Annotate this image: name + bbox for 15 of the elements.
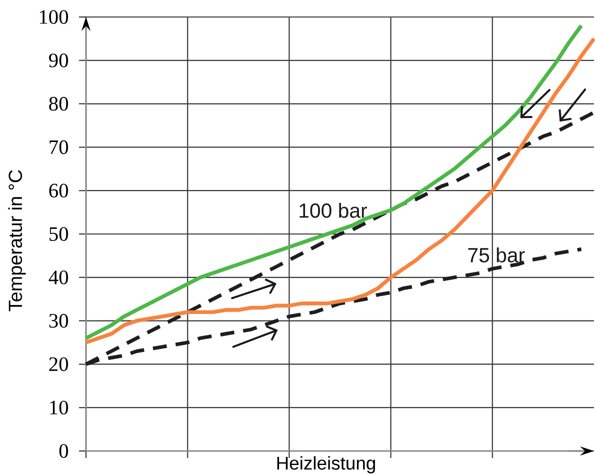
series-label: 100 bar bbox=[300, 202, 368, 218]
y-tick-label: 40 bbox=[48, 270, 68, 284]
y-tick-label: 70 bbox=[50, 140, 68, 154]
y-tick-label: 100 bbox=[40, 10, 68, 24]
y-tick-label: 20 bbox=[49, 357, 68, 372]
y-tick-label: 60 bbox=[49, 184, 68, 198]
y-tick-label: 10 bbox=[50, 400, 68, 414]
y-tick-label: 30 bbox=[49, 314, 68, 328]
series-label: 75 bar bbox=[468, 247, 525, 262]
y-tick-label: 0 bbox=[59, 444, 68, 458]
x-axis-title: Heizleistung bbox=[277, 456, 375, 474]
y-tick-label: 50 bbox=[50, 227, 68, 241]
y-tick-label: 80 bbox=[49, 96, 68, 111]
y-axis-title: Temperatur in °C bbox=[8, 170, 26, 312]
y-tick-label: 90 bbox=[49, 54, 68, 68]
